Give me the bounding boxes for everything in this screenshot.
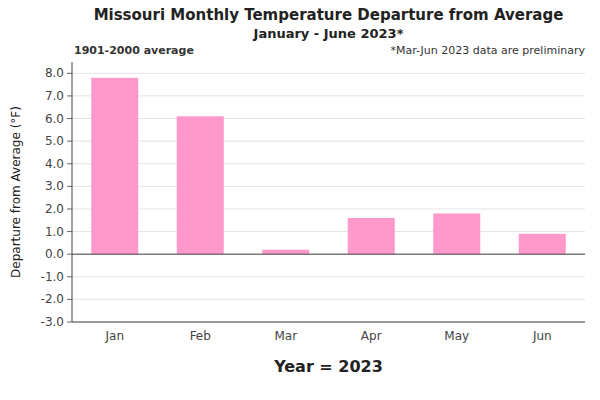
grid-line	[72, 118, 585, 119]
tick-label: 5.0	[45, 134, 64, 148]
tick-label: Mar	[274, 329, 297, 343]
tick-mark	[67, 141, 72, 142]
tick-label: Jan	[105, 329, 125, 343]
tick-label: Feb	[190, 329, 211, 343]
grid-line	[72, 163, 585, 164]
tick-mark	[67, 276, 72, 277]
tick-mark	[67, 299, 72, 300]
annotation: 1901-2000 average	[74, 44, 194, 57]
tick-label: -3.0	[41, 315, 64, 329]
y-axis: -3.0 -2.0 -1.0 0.0 1.0 2.0 3.0 4.0 5.0 6.0 7.0 8.0	[41, 66, 585, 329]
grid-line	[72, 186, 585, 187]
tick-label: May	[444, 329, 469, 343]
tick-mark	[67, 186, 72, 187]
grid-line	[72, 95, 585, 96]
bar	[519, 234, 566, 254]
tick-mark	[67, 163, 72, 164]
tick-mark	[67, 322, 72, 323]
tick-label: -1.0	[41, 270, 64, 284]
zero-line	[72, 254, 585, 255]
tick-label: 4.0	[45, 157, 64, 171]
tick-mark	[67, 95, 72, 96]
x-axis-line	[72, 322, 585, 323]
grid-line	[72, 254, 585, 255]
tick-label: 2.0	[45, 202, 64, 216]
grid-line	[72, 322, 585, 323]
tick-label: 8.0	[45, 66, 64, 80]
tick-label: 1.0	[45, 225, 64, 239]
tick-mark	[67, 208, 72, 209]
bar	[91, 78, 138, 254]
tick-mark	[67, 73, 72, 74]
tick-label: -2.0	[41, 292, 64, 306]
bars	[91, 78, 566, 254]
bar	[433, 213, 480, 254]
tick-label: 7.0	[45, 89, 64, 103]
tick-mark	[67, 254, 72, 255]
bar	[262, 250, 309, 255]
subtitle: January - June 2023*	[253, 26, 404, 41]
annotation: *Mar-Jun 2023 data are preliminary	[390, 44, 585, 57]
tick-label: 6.0	[45, 112, 64, 126]
grid-line	[72, 73, 585, 74]
y-axis-line	[72, 62, 73, 322]
tick-label: Jun	[532, 329, 552, 343]
tick-label: 0.0	[45, 247, 64, 261]
grid-line	[72, 276, 585, 277]
grid-line	[72, 141, 585, 142]
tick-label: Apr	[361, 329, 382, 343]
grid-line	[72, 231, 585, 232]
tick-label: 3.0	[45, 179, 64, 193]
title: Missouri Monthly Temperature Departure f…	[94, 6, 564, 24]
grid-line	[72, 208, 585, 209]
y-axis-title: Departure from Average (°F)	[9, 106, 23, 278]
tick-mark	[67, 231, 72, 232]
tick-mark	[67, 118, 72, 119]
chart: Missouri Monthly Temperature Departure f…	[0, 0, 600, 400]
bar	[348, 218, 395, 254]
bar	[177, 116, 224, 254]
grid-line	[72, 299, 585, 300]
x-axis-title: Year = 2023	[273, 357, 383, 376]
